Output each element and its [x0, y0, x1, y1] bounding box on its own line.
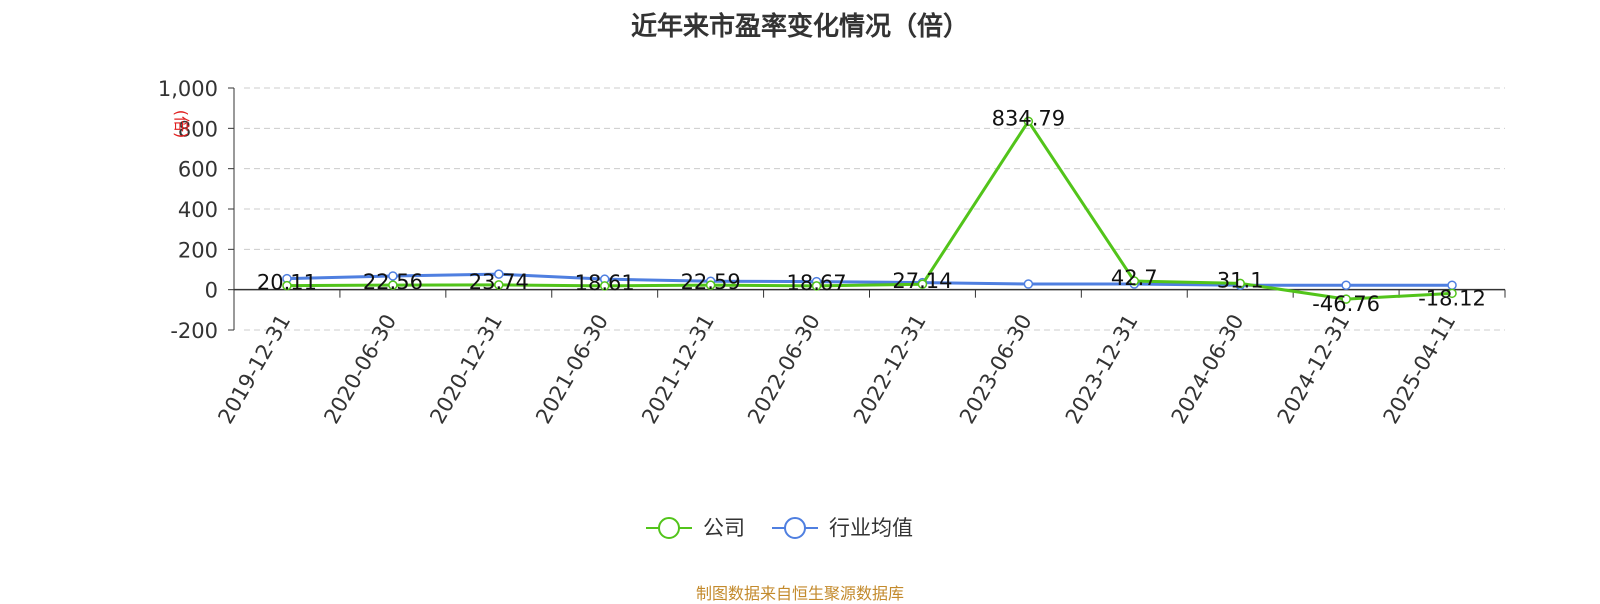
x-tick-label: 2021-06-30 — [531, 310, 613, 428]
x-tick-label: 2021-12-31 — [637, 310, 719, 428]
y-tick-label: -200 — [170, 319, 218, 343]
data-label-company: 22.56 — [363, 270, 423, 294]
legend-industry-label: 行业均值 — [829, 516, 913, 540]
grid-lines — [244, 87, 1505, 331]
point-company[interactable] — [917, 279, 928, 289]
x-tick-label: 2022-12-31 — [849, 310, 931, 428]
x-tick-label: 2020-12-31 — [425, 310, 507, 428]
chart-title: 近年来市盈率变化情况（倍） — [630, 12, 969, 42]
point-company[interactable] — [705, 280, 716, 290]
legend-industry-marker — [784, 517, 806, 539]
legend-item-industry-average[interactable]: 行业均值 — [772, 516, 913, 540]
point-company[interactable] — [494, 280, 504, 290]
y-tick-label: 0 — [205, 279, 218, 303]
y-tick-label: 800 — [178, 117, 218, 141]
x-tick-label: 2022-06-30 — [743, 310, 825, 428]
data-labels: 20.11 22.56 23.74 18.61 22.59 18.67 27.14 834.7… — [257, 106, 1486, 316]
x-tick-label: 2023-12-31 — [1061, 310, 1143, 428]
data-label-company: -18.12 — [1418, 286, 1486, 310]
y-tick-label: 200 — [178, 238, 218, 262]
point-company[interactable] — [1235, 278, 1245, 289]
point-company[interactable] — [1129, 276, 1140, 286]
x-tick-label: 2020-06-30 — [319, 310, 401, 428]
point-company[interactable] — [388, 280, 398, 290]
data-label-company: 42.7 — [1111, 266, 1158, 290]
x-tick-label: 2024-12-31 — [1273, 310, 1355, 428]
y-tick-label: 600 — [178, 158, 218, 182]
data-label-company: 22.59 — [681, 270, 741, 294]
series-lines — [282, 116, 1457, 304]
data-label-company: 27.14 — [892, 269, 952, 293]
data-label-company: 20.11 — [257, 271, 317, 295]
legend-item-company[interactable]: 公司 — [646, 516, 745, 540]
point-company[interactable] — [811, 281, 822, 291]
point-company[interactable] — [1447, 288, 1457, 299]
series-line-company — [286, 119, 1453, 301]
point-industry-average[interactable] — [388, 271, 398, 281]
x-tick-label: 2025-04-11 — [1379, 310, 1461, 428]
data-label-company: 18.61 — [575, 271, 635, 295]
data-label-company: 834.79 — [992, 106, 1065, 130]
data-label-company: 18.67 — [786, 271, 846, 295]
point-industry-average[interactable] — [494, 269, 504, 279]
axes: -200 0 200 400 600 800 1,000 2019-12-31 2020-06-… — [158, 77, 1506, 428]
legend-company-label: 公司 — [703, 516, 745, 540]
point-company[interactable] — [599, 281, 610, 291]
y-axis-label: (倍) — [172, 110, 191, 139]
legend: 公司 行业均值 — [646, 516, 913, 540]
point-company[interactable] — [1341, 294, 1351, 304]
data-label-company: 23.74 — [469, 270, 529, 294]
x-tick-label: 2023-06-30 — [955, 310, 1037, 428]
legend-company-marker — [658, 517, 680, 539]
source-note: 制图数据来自恒生聚源数据库 — [695, 584, 904, 603]
data-label-company: -46.76 — [1312, 292, 1380, 316]
point-industry-average[interactable] — [1341, 280, 1351, 290]
point-company[interactable] — [282, 280, 292, 291]
point-industry-average[interactable] — [1023, 279, 1034, 289]
y-tick-label: 1,000 — [158, 77, 218, 101]
x-tick-label: 2019-12-31 — [213, 310, 295, 428]
x-tick-label: 2024-06-30 — [1167, 310, 1249, 428]
data-label-company: 31.1 — [1217, 268, 1264, 292]
y-tick-label: 400 — [178, 198, 218, 222]
point-company[interactable] — [1023, 116, 1034, 127]
